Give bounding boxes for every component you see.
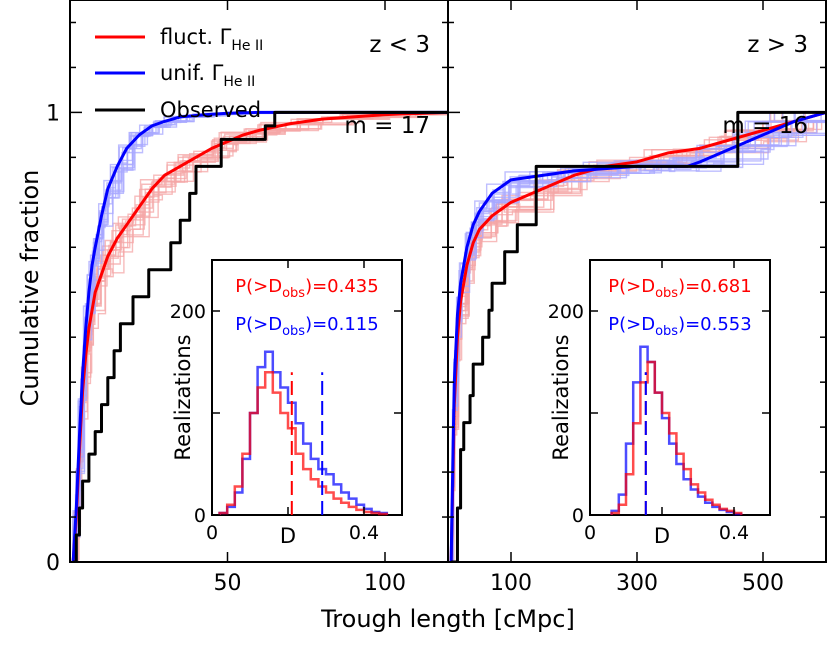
xtick-label-0-0: 50 xyxy=(214,571,242,596)
inset-hist_fluct-0 xyxy=(218,370,389,516)
inset-xtick-label-0-0: 0 xyxy=(206,522,218,544)
legend-label-unif: unif. ΓHe II xyxy=(160,61,255,90)
panel-m-label-0: m = 17 xyxy=(344,113,430,139)
panel-m-label-1: m = 16 xyxy=(722,113,808,139)
axes: 0 1 50 100 z < 3 m = 17 0 200 0 0.4 D Realizations P… xyxy=(46,0,827,596)
y-axis-label: Cumulative fraction xyxy=(16,170,44,407)
inset-p-fluct-0: P(>Dobs)=0.435 xyxy=(235,276,378,301)
main-curves xyxy=(71,110,826,562)
inset-frame-1 xyxy=(589,259,771,516)
series-line-0-1 xyxy=(71,110,448,562)
xtick-label-0-1: 100 xyxy=(364,571,406,596)
inset-xlabel-1: D xyxy=(654,524,670,548)
inset-hist_fluct-1 xyxy=(610,360,743,515)
panel-redshift-label-0: z < 3 xyxy=(369,32,430,58)
inset-ylabel-0: Realizations xyxy=(171,334,195,460)
xtick-label-1-0: 100 xyxy=(490,571,532,596)
ytick-label-0-1: 1 xyxy=(46,101,60,126)
inset-frame-0 xyxy=(211,259,403,516)
series-line-1-2 xyxy=(451,110,826,562)
inset-xlabel-0: D xyxy=(280,524,296,548)
ytick-label-0-0: 0 xyxy=(46,551,60,576)
realization-unif-13 xyxy=(451,111,826,562)
panel-redshift-label-1: z > 3 xyxy=(747,32,808,58)
xtick-label-1-1: 300 xyxy=(616,571,658,596)
inset-p-fluct-1: P(>Dobs)=0.681 xyxy=(608,276,751,301)
inset-p-unif-1: P(>Dobs)=0.553 xyxy=(608,314,751,339)
inset-ytick-label-1-1: 200 xyxy=(548,301,584,323)
inset-p-unif-0: P(>Dobs)=0.115 xyxy=(235,314,378,339)
inset-hist_unif-0 xyxy=(218,350,389,515)
inset-ytick-label-0-0: 0 xyxy=(194,505,206,527)
series-line-0-0 xyxy=(71,110,448,562)
xtick-label-1-2: 500 xyxy=(742,571,784,596)
series-line-1-1 xyxy=(449,110,826,562)
series-line-0-2 xyxy=(73,110,448,562)
inset-xtick-label-1-0: 0 xyxy=(584,522,596,544)
inset-ylabel-1: Realizations xyxy=(549,334,573,460)
inset-xtick-label-0-1: 0.4 xyxy=(349,522,379,544)
legend: fluct. ΓHe II unif. ΓHe II Observed xyxy=(95,25,263,122)
inset-xtick-label-1-1: 0.4 xyxy=(719,522,749,544)
inset-ytick-label-1-0: 0 xyxy=(572,505,584,527)
legend-label-fluct: fluct. ΓHe II xyxy=(160,25,263,54)
x-axis-label: Trough length [cMpc] xyxy=(320,605,575,633)
inset-ytick-label-0-1: 200 xyxy=(170,301,206,323)
legend-label-observed: Observed xyxy=(160,98,261,122)
